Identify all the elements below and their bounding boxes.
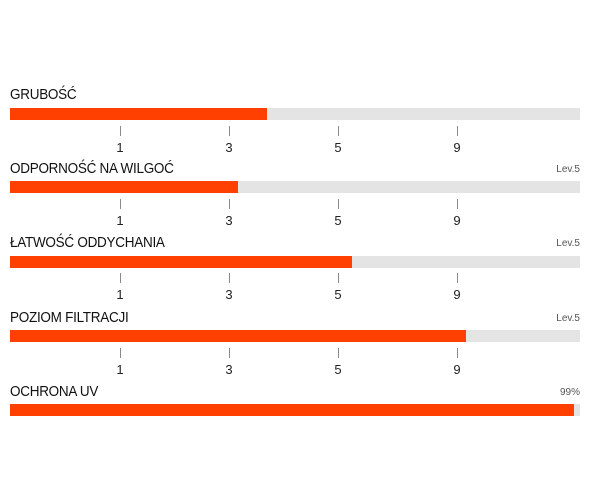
scale-tick [457,126,458,136]
metric-bar-track [10,256,580,268]
level-scale: 1 3 5 9 [0,273,601,303]
scale-tick-label: 5 [334,213,342,228]
metric-bar-fill [10,256,352,268]
scale-tick [338,348,339,358]
scale-tick-label: 5 [334,140,342,155]
scale-tick [120,126,121,136]
metric-bar-fill [10,404,575,416]
scale-tick-label: 1 [116,213,124,228]
metric-bar-track [10,330,580,342]
metric-note: Lev.5 [556,164,580,175]
scale-tick-label: 1 [116,362,124,377]
scale-tick [229,348,230,358]
scale-tick-label: 3 [225,213,233,228]
level-scale: 1 3 5 9 [0,126,601,156]
scale-tick-label: 9 [453,362,461,377]
scale-tick [457,348,458,358]
scale-tick-label: 3 [225,140,233,155]
scale-tick [457,273,458,283]
scale-tick [338,273,339,283]
level-scale: 1 3 5 9 [0,199,601,229]
scale-tick-label: 9 [453,140,461,155]
scale-tick-label: 5 [334,362,342,377]
metric-note: 99% [559,387,580,398]
scale-tick-label: 1 [116,287,124,302]
scale-tick-label: 3 [225,287,233,302]
metric-bar-fill [10,108,267,120]
metric-label: OCHRONA UV [10,383,99,400]
metric-note: Lev.5 [556,313,580,324]
scale-tick-label: 5 [334,287,342,302]
metric-label: POZIOM FILTRACJI [10,309,129,326]
scale-tick [229,126,230,136]
metric-bar-track [10,181,580,193]
metric-label: ODPORNOŚĆ NA WILGOĆ [10,160,174,177]
scale-tick-label: 9 [453,213,461,228]
metric-bar-track [10,108,580,120]
level-scale: 1 3 5 9 [0,348,601,378]
metric-bar-fill [10,181,238,193]
scale-tick [338,199,339,209]
metric-label: GRUBOŚĆ [10,86,77,103]
metric-bar-track [10,404,580,416]
metric-label: ŁATWOŚĆ ODDYCHANIA [10,234,165,251]
scale-tick-label: 3 [225,362,233,377]
scale-tick [120,199,121,209]
scale-tick [457,199,458,209]
metric-bar-fill [10,330,466,342]
scale-tick [120,273,121,283]
scale-tick [338,126,339,136]
metric-note: Lev.5 [556,238,580,249]
scale-tick-label: 1 [116,140,124,155]
scale-tick [229,273,230,283]
scale-tick [120,348,121,358]
scale-tick [229,199,230,209]
scale-tick-label: 9 [453,287,461,302]
